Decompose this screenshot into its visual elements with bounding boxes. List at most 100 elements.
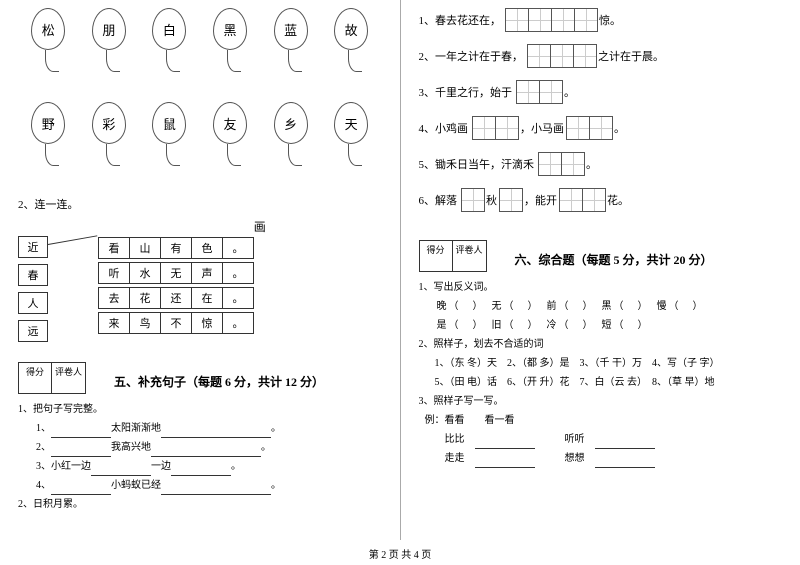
- char-cell: [561, 152, 585, 176]
- connect-grid-cell: 山: [129, 237, 161, 259]
- balloon-char: 白: [152, 8, 186, 50]
- connect-grid-cell: 花: [129, 287, 161, 309]
- fill-post: 之计在于晨。: [598, 48, 664, 64]
- connect-grid-cell: 。: [222, 312, 254, 334]
- balloon: 天: [334, 102, 368, 166]
- char-grid: [527, 44, 596, 68]
- score-row-5: 得分 评卷人 五、补充句子（每题 6 分，共计 12 分）: [18, 362, 382, 394]
- balloon-string: [106, 50, 120, 72]
- balloon-string: [227, 50, 241, 72]
- char-cell: [574, 8, 598, 32]
- balloon: 白: [152, 8, 186, 72]
- balloon: 朋: [92, 8, 126, 72]
- score-box-points: 得分: [18, 362, 52, 394]
- page-footer: 第 2 页 共 4 页: [0, 546, 800, 561]
- balloon-string: [45, 50, 59, 72]
- right-column: 1、春去花还在，惊。2、一年之计在于春，之计在于晨。3、千里之行，始于。4、小鸡…: [401, 0, 800, 540]
- balloon-char: 彩: [92, 102, 126, 144]
- section-6-body: 1、写出反义词。 晚（ ） 无（ ） 前（ ） 黑（ ） 慢（ ） 是（ ） 旧…: [419, 278, 783, 468]
- ex6-q3-row1: 比比 听听: [425, 430, 783, 449]
- balloon-string: [166, 50, 180, 72]
- ex6-q2-row2: 5、（田 电）话 6、（开 升）花 7、白（云 去） 8、（草 早）地: [425, 373, 783, 392]
- fill-post: 花。: [607, 192, 629, 208]
- connect-grid-cell: 去: [98, 287, 130, 309]
- connect-grid-row: 去花还在。: [98, 287, 382, 309]
- char-cell: [573, 44, 597, 68]
- ex6-q1-row2: 是（ ） 旧（ ） 冷（ ） 短（ ）: [425, 316, 783, 335]
- fill-post: 惊。: [599, 12, 621, 28]
- ex6-q3-row2: 走走 想想: [425, 449, 783, 468]
- section-5-title: 五、补充句子（每题 6 分，共计 12 分）: [114, 373, 324, 394]
- balloon: 鼠: [152, 102, 186, 166]
- fill-pre: 1、春去花还在，: [419, 12, 502, 28]
- balloon-char: 松: [31, 8, 65, 50]
- balloon-char: 朋: [92, 8, 126, 50]
- char-grid: [505, 8, 597, 32]
- s5-line-1: 1、太阳渐渐地。: [26, 419, 382, 438]
- char-grid: [499, 188, 522, 212]
- char-grid: [559, 188, 605, 212]
- balloon-char: 友: [213, 102, 247, 144]
- connect-grid-cell: 来: [98, 312, 130, 334]
- char-cell: [516, 80, 540, 104]
- fill-post: 。: [586, 156, 597, 172]
- score-box-grader-6: 评卷人: [453, 240, 487, 272]
- ex6-q2: 2、照样子，划去不合适的词: [419, 335, 783, 354]
- connect-line: [48, 235, 97, 245]
- char-cell: [550, 44, 574, 68]
- balloon-string: [166, 144, 180, 166]
- char-cell: [559, 188, 583, 212]
- char-grid: [472, 116, 518, 140]
- ex6-q3: 3、照样子写一写。: [419, 392, 783, 411]
- char-cell: [499, 188, 523, 212]
- balloon-char: 鼠: [152, 102, 186, 144]
- char-cell: [539, 80, 563, 104]
- balloon-char: 乡: [274, 102, 308, 144]
- char-cell: [589, 116, 613, 140]
- ex6-q2-row1: 1、（东 冬）天 2、（都 多）是 3、（千 干）万 4、写（子 字）: [425, 354, 783, 373]
- s5-line-3: 3、小红一边一边。: [26, 457, 382, 476]
- balloon-char: 野: [31, 102, 65, 144]
- connect-grid-cell: 。: [222, 262, 254, 284]
- connect-grid-cell: 有: [160, 237, 192, 259]
- balloon-char: 天: [334, 102, 368, 144]
- char-cell: [461, 188, 485, 212]
- char-cell: [582, 188, 606, 212]
- balloon: 松: [31, 8, 65, 72]
- fill-mid2: ，能开: [524, 192, 557, 208]
- balloon-row-bottom: 野彩鼠友乡天: [18, 102, 382, 166]
- balloon-string: [348, 50, 362, 72]
- connect-grid-cell: 在: [191, 287, 223, 309]
- char-cell: [495, 116, 519, 140]
- balloon: 故: [334, 8, 368, 72]
- balloon-char: 蓝: [274, 8, 308, 50]
- fill-post: 。: [614, 120, 625, 136]
- connect-grid-cell: 色: [191, 237, 223, 259]
- connect-label: 2、连一连。: [18, 196, 382, 212]
- connect-grid-cell: 。: [222, 237, 254, 259]
- connect-section: 画 近春人远 看山有色。听水无声。去花还在。来鸟不惊。: [18, 218, 382, 334]
- score-box-points-6: 得分: [419, 240, 453, 272]
- connect-left-box: 春: [18, 264, 48, 286]
- fill-line: 4、小鸡画，小马画。: [419, 116, 783, 140]
- score-row-6: 得分 评卷人 六、综合题（每题 5 分，共计 20 分）: [419, 240, 783, 272]
- char-cell: [551, 8, 575, 32]
- ex6-q1-row1: 晚（ ） 无（ ） 前（ ） 黑（ ） 慢（ ）: [425, 297, 783, 316]
- balloon-char: 黑: [213, 8, 247, 50]
- char-cell: [472, 116, 496, 140]
- connect-grid-row: 听水无声。: [98, 262, 382, 284]
- section-6-title: 六、综合题（每题 5 分，共计 20 分）: [515, 251, 713, 272]
- s5-q1: 1、把句子写完整。: [18, 400, 382, 419]
- connect-grid-cell: 。: [222, 287, 254, 309]
- fill-post: 。: [564, 84, 575, 100]
- balloon-string: [106, 144, 120, 166]
- connect-grid-cell: 还: [160, 287, 192, 309]
- char-grid: [566, 116, 612, 140]
- char-cell: [566, 116, 590, 140]
- connect-top-char: 画: [58, 218, 382, 235]
- char-cell: [528, 8, 552, 32]
- fill-mid: 秋: [486, 192, 497, 208]
- balloon: 蓝: [274, 8, 308, 72]
- connect-grid-cell: 鸟: [129, 312, 161, 334]
- fill-line: 1、春去花还在， 惊。: [419, 8, 783, 32]
